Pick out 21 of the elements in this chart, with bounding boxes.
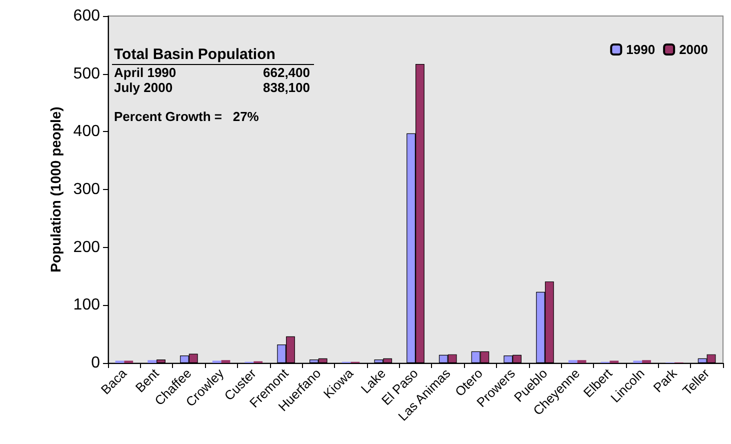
annotation: Total Basin Population (114, 46, 276, 63)
y-axis-title: Population (1000 people) (47, 106, 64, 272)
legend-label: 1990 (626, 42, 656, 57)
annotation: 662,400 (263, 65, 310, 80)
y-tick-label: 500 (73, 65, 100, 82)
legend-label: 2000 (679, 42, 708, 57)
y-tick-label: 0 (91, 354, 100, 372)
bar (221, 360, 230, 363)
annotation: Percent Growth = 27% (114, 109, 259, 124)
annotation: April 1990 (114, 65, 176, 80)
y-tick-label: 400 (73, 123, 100, 140)
y-tick-label: 100 (73, 296, 100, 314)
bar (568, 360, 578, 363)
bar (577, 360, 586, 363)
y-tick-label: 300 (73, 181, 100, 198)
bar (642, 360, 651, 363)
y-tick-label: 200 (73, 238, 100, 256)
bar (148, 360, 157, 363)
annotation: 838,100 (263, 80, 310, 95)
annotation: July 2000 (114, 80, 173, 95)
y-tick-label: 600 (73, 8, 100, 24)
